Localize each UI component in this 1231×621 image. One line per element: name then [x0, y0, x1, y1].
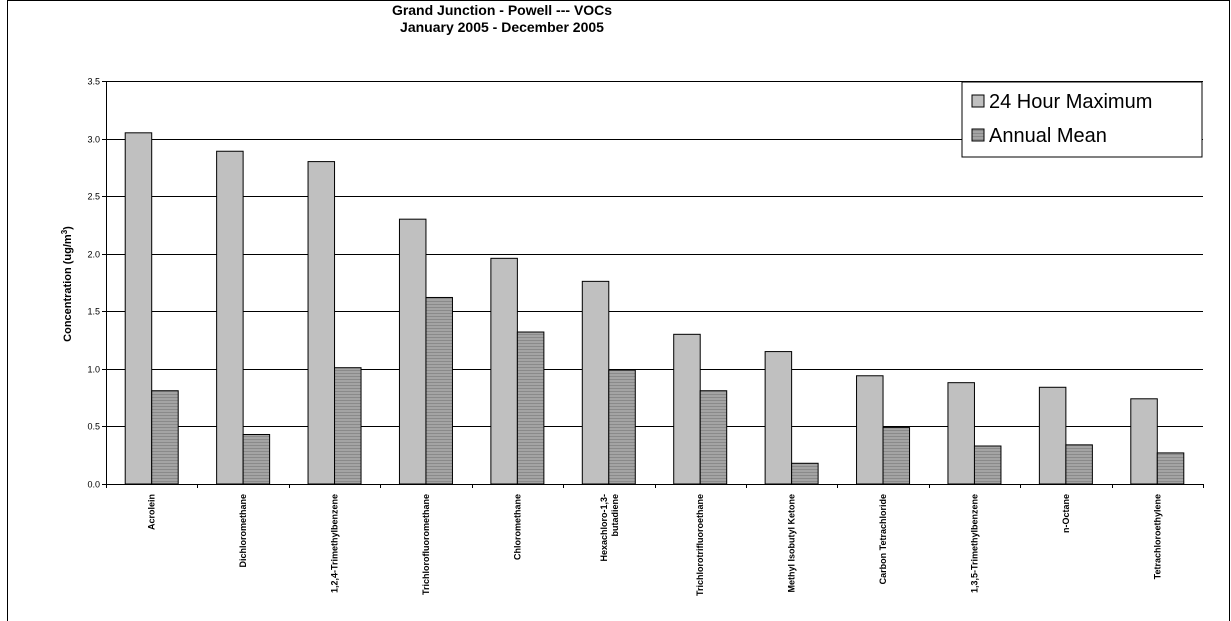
bar-annual-mean	[425, 296, 453, 485]
legend-swatch	[971, 128, 985, 142]
x-category-label: Chloromethane	[512, 494, 522, 560]
y-axis-label: Concentration (ug/m3)	[60, 226, 74, 342]
chart-subtitle: January 2005 - December 2005	[400, 19, 604, 35]
legend-box	[961, 81, 1203, 158]
bar-24-hour-maximum	[856, 375, 884, 485]
bar-annual-mean	[608, 369, 636, 485]
x-category-label: 1,3,5-Trimethylbenzene	[969, 494, 979, 593]
bar-24-hour-maximum	[124, 132, 153, 485]
y-tick-label: 1.0	[87, 365, 100, 375]
bar-24-hour-maximum	[1038, 386, 1067, 485]
bar-annual-mean	[242, 433, 271, 485]
bar-24-hour-maximum	[673, 333, 701, 485]
x-category-label: Tetrachloroethylene	[1152, 494, 1162, 579]
bar-24-hour-maximum	[307, 161, 336, 485]
legend-label: Annual Mean	[989, 125, 1107, 147]
bar-24-hour-maximum	[581, 280, 610, 485]
x-category-label: Hexachloro-1,3-butadiene	[599, 494, 620, 562]
y-tick-label: 3.0	[87, 135, 100, 145]
bar-annual-mean	[1156, 452, 1185, 485]
legend-swatch	[971, 94, 985, 108]
x-category-label: n-Octane	[1061, 494, 1071, 533]
y-tick-label: 2.0	[87, 250, 100, 260]
x-category-label: Trichlorotrifluoroethane	[695, 494, 705, 596]
bar-annual-mean	[151, 390, 179, 485]
bar-24-hour-maximum	[398, 218, 427, 485]
bar-annual-mean	[699, 390, 728, 485]
chart-title: Grand Junction - Powell --- VOCs	[392, 2, 612, 18]
bar-annual-mean	[882, 427, 911, 485]
bar-24-hour-maximum	[490, 257, 518, 485]
y-tick-label: 3.5	[87, 77, 100, 87]
y-tick-label: 0.5	[87, 422, 100, 432]
bar-annual-mean	[1065, 444, 1093, 485]
bar-annual-mean	[791, 462, 819, 485]
bar-24-hour-maximum	[1130, 398, 1158, 485]
x-category-label: Dichloromethane	[238, 494, 248, 568]
bar-annual-mean	[973, 445, 1002, 485]
bar-24-hour-maximum	[216, 150, 244, 485]
y-tick-label: 0.0	[87, 480, 100, 490]
x-category-label: 1,2,4-Trimethylbenzene	[330, 494, 340, 593]
x-category-label: Acrolein	[147, 494, 157, 530]
x-category-label: Methyl Isobutyl Ketone	[787, 494, 797, 593]
x-category-label: Carbon Tetrachloride	[878, 494, 888, 584]
bar-annual-mean	[516, 331, 545, 485]
y-tick-label: 2.5	[87, 192, 100, 202]
bar-24-hour-maximum	[764, 351, 793, 485]
x-category-label: Trichlorofluoromethane	[421, 494, 431, 595]
legend-label: 24 Hour Maximum	[989, 91, 1152, 113]
y-tick-label: 1.5	[87, 307, 100, 317]
bar-24-hour-maximum	[947, 382, 975, 485]
legend: 24 Hour Maximum Annual Mean	[961, 81, 1203, 158]
bar-annual-mean	[334, 367, 362, 485]
